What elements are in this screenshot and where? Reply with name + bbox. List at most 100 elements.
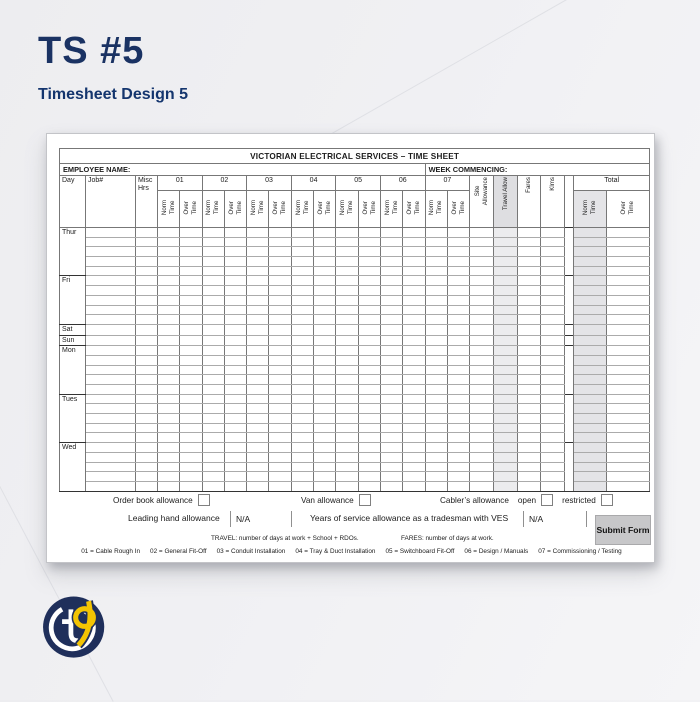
timesheet-cell[interactable] xyxy=(313,275,337,287)
timesheet-cell[interactable] xyxy=(446,471,471,482)
timesheet-cell[interactable] xyxy=(446,227,471,238)
timesheet-cell[interactable] xyxy=(469,285,495,296)
timesheet-cell[interactable] xyxy=(335,364,359,376)
timesheet-cell[interactable] xyxy=(290,314,315,325)
timesheet-cell[interactable] xyxy=(424,246,448,258)
timesheet-cell[interactable] xyxy=(313,384,337,395)
timesheet-cell[interactable] xyxy=(606,374,651,385)
timesheet-cell[interactable] xyxy=(446,432,471,444)
timesheet-cell[interactable] xyxy=(357,442,381,453)
timesheet-cell[interactable] xyxy=(85,354,136,366)
timesheet-cell[interactable] xyxy=(493,442,519,453)
timesheet-cell[interactable] xyxy=(156,451,181,463)
timesheet-cell[interactable] xyxy=(246,314,270,325)
timesheet-cell[interactable] xyxy=(424,354,448,366)
timesheet-cell[interactable] xyxy=(517,265,542,277)
timesheet-cell[interactable] xyxy=(179,323,203,336)
timesheet-cell[interactable] xyxy=(135,323,158,336)
timesheet-cell[interactable] xyxy=(135,432,158,444)
timesheet-cell[interactable] xyxy=(156,275,181,287)
timesheet-cell[interactable] xyxy=(402,413,426,424)
week-commencing-field[interactable]: WEEK COMMENCING: xyxy=(424,163,651,176)
timesheet-cell[interactable] xyxy=(201,265,225,277)
timesheet-cell[interactable] xyxy=(402,354,426,366)
timesheet-cell[interactable] xyxy=(156,403,181,415)
timesheet-cell[interactable] xyxy=(573,480,608,492)
timesheet-cell[interactable] xyxy=(606,471,651,482)
timesheet-cell[interactable] xyxy=(268,265,292,277)
timesheet-cell[interactable] xyxy=(446,256,471,267)
timesheet-cell[interactable] xyxy=(223,265,248,277)
timesheet-cell[interactable] xyxy=(268,422,292,434)
timesheet-cell[interactable] xyxy=(469,256,495,267)
timesheet-cell[interactable] xyxy=(135,354,158,366)
timesheet-cell[interactable] xyxy=(223,334,248,347)
timesheet-cell[interactable] xyxy=(335,384,359,395)
timesheet-cell[interactable] xyxy=(223,294,248,306)
timesheet-cell[interactable] xyxy=(268,304,292,316)
timesheet-cell[interactable] xyxy=(223,471,248,482)
timesheet-cell[interactable] xyxy=(201,314,225,325)
timesheet-cell[interactable] xyxy=(290,294,315,306)
timesheet-cell[interactable] xyxy=(156,334,181,347)
timesheet-cell[interactable] xyxy=(290,246,315,258)
timesheet-cell[interactable] xyxy=(446,451,471,463)
timesheet-cell[interactable] xyxy=(517,294,542,306)
timesheet-cell[interactable] xyxy=(156,364,181,376)
timesheet-cell[interactable] xyxy=(156,461,181,473)
timesheet-cell[interactable] xyxy=(156,422,181,434)
timesheet-cell[interactable] xyxy=(156,314,181,325)
timesheet-cell[interactable] xyxy=(357,384,381,395)
timesheet-cell[interactable] xyxy=(156,480,181,492)
timesheet-cell[interactable] xyxy=(335,256,359,267)
timesheet-cell[interactable] xyxy=(402,304,426,316)
timesheet-cell[interactable] xyxy=(469,413,495,424)
timesheet-cell[interactable] xyxy=(402,275,426,287)
timesheet-cell[interactable] xyxy=(357,471,381,482)
timesheet-cell[interactable] xyxy=(379,265,404,277)
timesheet-cell[interactable] xyxy=(246,285,270,296)
timesheet-cell[interactable] xyxy=(379,422,404,434)
open-checkbox[interactable] xyxy=(541,494,554,506)
timesheet-cell[interactable] xyxy=(135,413,158,424)
timesheet-cell[interactable] xyxy=(379,227,404,238)
timesheet-cell[interactable] xyxy=(493,304,519,316)
timesheet-cell[interactable] xyxy=(469,480,495,492)
timesheet-cell[interactable] xyxy=(179,461,203,473)
timesheet-cell[interactable] xyxy=(201,256,225,267)
timesheet-cell[interactable] xyxy=(606,285,651,296)
timesheet-cell[interactable] xyxy=(313,334,337,347)
timesheet-cell[interactable] xyxy=(290,334,315,347)
timesheet-cell[interactable] xyxy=(606,403,651,415)
timesheet-cell[interactable] xyxy=(156,374,181,385)
timesheet-cell[interactable] xyxy=(135,384,158,395)
timesheet-cell[interactable] xyxy=(379,323,404,336)
timesheet-cell[interactable] xyxy=(268,314,292,325)
timesheet-cell[interactable] xyxy=(268,384,292,395)
timesheet-cell[interactable] xyxy=(517,285,542,296)
timesheet-cell[interactable] xyxy=(446,393,471,405)
timesheet-cell[interactable] xyxy=(540,451,566,463)
timesheet-cell[interactable] xyxy=(606,384,651,395)
timesheet-cell[interactable] xyxy=(268,236,292,248)
timesheet-cell[interactable] xyxy=(223,345,248,356)
timesheet-cell[interactable] xyxy=(493,285,519,296)
timesheet-cell[interactable] xyxy=(379,236,404,248)
timesheet-cell[interactable] xyxy=(179,471,203,482)
timesheet-cell[interactable] xyxy=(335,334,359,347)
timesheet-cell[interactable] xyxy=(517,432,542,444)
timesheet-cell[interactable] xyxy=(135,461,158,473)
timesheet-cell[interactable] xyxy=(424,285,448,296)
timesheet-cell[interactable] xyxy=(540,285,566,296)
timesheet-cell[interactable] xyxy=(156,294,181,306)
timesheet-cell[interactable] xyxy=(179,246,203,258)
timesheet-cell[interactable] xyxy=(246,471,270,482)
timesheet-cell[interactable] xyxy=(357,413,381,424)
timesheet-cell[interactable] xyxy=(573,403,608,415)
timesheet-cell[interactable] xyxy=(179,236,203,248)
timesheet-cell[interactable] xyxy=(357,334,381,347)
timesheet-cell[interactable] xyxy=(85,304,136,316)
timesheet-cell[interactable] xyxy=(493,413,519,424)
timesheet-cell[interactable] xyxy=(357,246,381,258)
timesheet-cell[interactable] xyxy=(469,374,495,385)
